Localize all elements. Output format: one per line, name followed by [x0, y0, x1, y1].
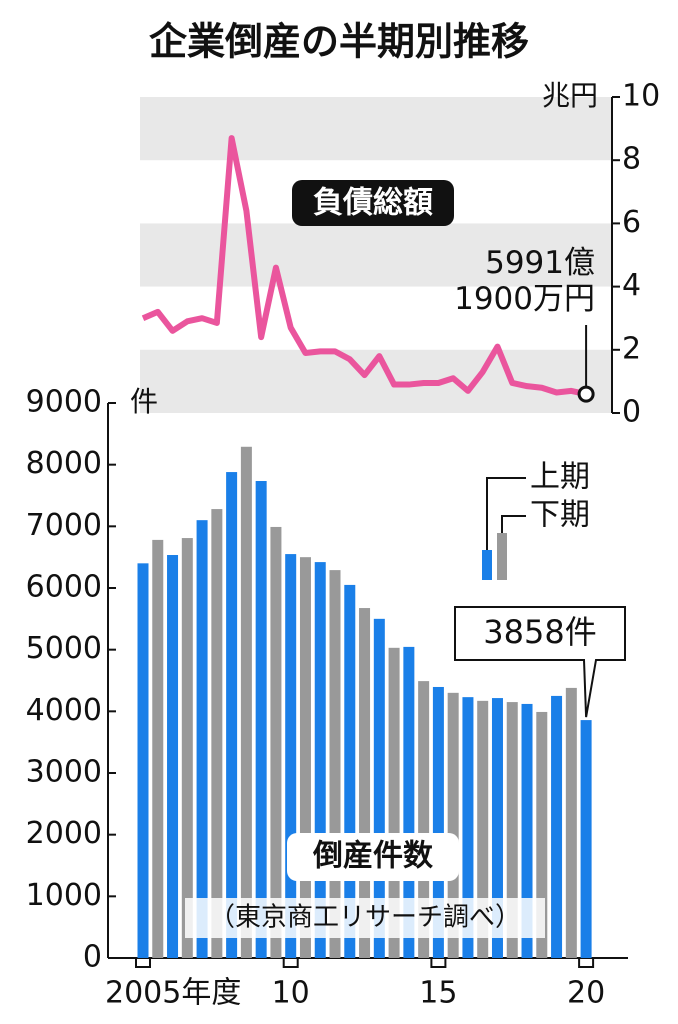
bar	[196, 520, 208, 958]
bar	[447, 692, 459, 958]
bar	[506, 702, 518, 958]
bar	[226, 472, 238, 958]
legend-swatch	[497, 533, 507, 580]
bar	[152, 539, 164, 958]
bar	[270, 526, 282, 958]
y-tick-label: 0	[83, 940, 102, 975]
end-point	[577, 385, 595, 403]
y-tick-label: 2	[622, 331, 641, 366]
bar	[314, 562, 326, 958]
chart-title: 倒産件数	[312, 839, 434, 874]
x-tick	[430, 958, 447, 968]
bar	[359, 608, 371, 958]
y-tick-label: 9000	[26, 385, 102, 420]
y-unit: 件	[130, 385, 158, 418]
bar	[521, 703, 533, 958]
bar	[580, 720, 592, 958]
value-label: 3858件	[483, 613, 596, 651]
bar	[299, 557, 311, 958]
bar	[137, 563, 149, 958]
x-tick	[135, 958, 151, 968]
grid-band	[140, 97, 612, 161]
bar	[491, 698, 503, 958]
y-tick-label: 2000	[26, 816, 102, 851]
bar	[285, 554, 297, 958]
legend-label: 下期	[530, 498, 590, 533]
y-tick-label: 0	[622, 395, 641, 430]
source: （東京商工リサーチ調べ）	[209, 903, 521, 933]
legend-swatch	[482, 550, 492, 580]
bar	[255, 481, 267, 958]
callout-box	[454, 606, 626, 718]
title-box	[287, 833, 459, 881]
x-tick-label: 10	[272, 976, 310, 1011]
bar	[329, 570, 341, 958]
legend-leader	[486, 477, 526, 550]
title-box	[292, 180, 454, 226]
y-tick-label: 6	[622, 205, 641, 240]
y-tick-label: 5000	[26, 631, 102, 666]
y-tick-label: 7000	[26, 508, 102, 543]
legend-leader	[501, 515, 526, 533]
bar	[565, 687, 577, 958]
y-tick-label: 6000	[26, 570, 102, 605]
bar	[551, 695, 563, 958]
y-tick-label: 1000	[26, 878, 102, 913]
bar	[432, 686, 444, 958]
bar	[167, 555, 179, 958]
source-box	[185, 898, 545, 938]
value-label: 5991億 1900万円	[454, 245, 595, 317]
x-tick-label: 15	[419, 976, 457, 1011]
bar	[373, 618, 385, 958]
main-title: 企業倒産の半期別推移	[149, 20, 529, 64]
bar	[418, 681, 430, 958]
line	[141, 135, 587, 397]
chart-title: 負債総額	[313, 186, 433, 221]
y-tick-label: 4	[622, 268, 641, 303]
bar	[536, 711, 548, 958]
bar	[462, 697, 474, 958]
bar	[181, 538, 193, 958]
x-tick	[282, 958, 299, 968]
x-tick	[578, 958, 595, 968]
bar	[240, 446, 252, 958]
y-tick-label: 10	[622, 79, 660, 114]
y-unit: 兆円	[542, 79, 598, 112]
bar	[344, 584, 356, 958]
y-tick-label: 8000	[26, 446, 102, 481]
bar	[477, 700, 489, 958]
bar	[211, 509, 223, 958]
y-tick-label: 3000	[26, 755, 102, 790]
legend-label: 上期	[530, 460, 590, 495]
bar	[388, 647, 400, 958]
x-tick-label: 2005年度	[105, 976, 241, 1011]
y-tick-label: 8	[622, 142, 641, 177]
x-tick-label: 20	[567, 976, 605, 1011]
y-tick-label: 4000	[26, 693, 102, 728]
bar	[403, 646, 415, 958]
